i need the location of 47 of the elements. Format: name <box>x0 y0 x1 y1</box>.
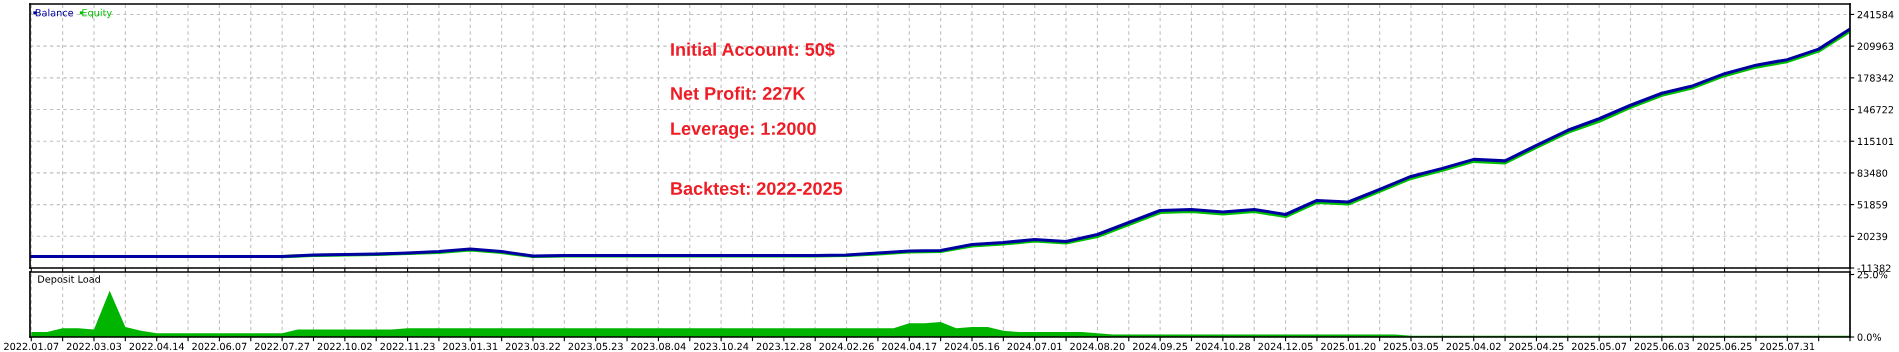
y-tick-label: 178342 <box>1858 74 1894 82</box>
x-tick-label: 2022.07.27 <box>255 342 310 351</box>
x-tick-label: 2025.04.25 <box>1509 342 1564 351</box>
x-tick-label: 2025.07.31 <box>1760 342 1815 351</box>
y-tick-label: 20239 <box>1857 232 1888 241</box>
x-tick-label: 2022.03.03 <box>66 342 122 351</box>
x-tick-label: 2023.12.28 <box>756 342 812 351</box>
x-tick-label: 2024.02.26 <box>819 342 874 351</box>
annotation: Leverage: 1:2000 <box>671 122 816 139</box>
y-tick-label: 146722 <box>1858 106 1894 114</box>
chart-title: Deposit Load <box>38 275 100 285</box>
x-tick-label: 2022.01.07 <box>4 342 59 351</box>
y-tick-label: 115101 <box>1858 137 1894 146</box>
x-tick-label: 2024.07.01 <box>1007 342 1062 351</box>
y-tick-label: 83480 <box>1857 169 1888 177</box>
x-tick-label: 2025.03.05 <box>1383 342 1438 351</box>
x-tick-label: 2023.08.04 <box>631 342 686 351</box>
x-tick-label: 2024.05.16 <box>944 342 1000 351</box>
annotation: Net Profit: 227K <box>671 86 806 100</box>
x-tick-label: 2025.06.03 <box>1634 342 1689 351</box>
x-tick-label: 2024.04.17 <box>882 342 937 351</box>
y-tick-label: -11382 <box>1857 264 1891 272</box>
annotation: Backtest: 2022-2025 <box>671 181 843 195</box>
y-tick-label: 25.0% <box>1857 270 1888 279</box>
x-tick-label: 2024.08.20 <box>1070 342 1125 351</box>
x-tick-label: 2023.03.22 <box>505 342 560 351</box>
x-tick-label: 2025.04.02 <box>1446 342 1501 351</box>
x-tick-label: 2024.09.25 <box>1133 342 1188 351</box>
legend-label: Balance <box>35 8 74 17</box>
x-tick-label: 2022.10.02 <box>317 342 372 351</box>
y-tick-label: 51859 <box>1857 201 1888 209</box>
y-tick-label: 209963 <box>1857 42 1894 50</box>
x-tick-label: 2024.12.05 <box>1258 342 1313 351</box>
legend-label: Equity <box>82 8 112 19</box>
x-tick-label: 2022.06.07 <box>192 342 247 351</box>
x-tick-label: 2025.01.20 <box>1321 342 1376 351</box>
annotation: Initial Account: 50$ <box>671 42 835 58</box>
x-tick-label: 2022.04.14 <box>129 342 184 351</box>
x-tick-label: 2025.05.07 <box>1572 342 1627 351</box>
y-tick-label: 0.0% <box>1857 333 1882 341</box>
x-tick-label: 2025.06.25 <box>1697 342 1752 351</box>
x-tick-label: 2023.01.31 <box>443 342 498 351</box>
x-tick-label: 2023.05.23 <box>568 342 623 351</box>
x-tick-label: 2022.11.23 <box>380 342 435 351</box>
x-tick-label: 2023.10.24 <box>694 342 749 351</box>
y-tick-label: 241584 <box>1857 10 1894 19</box>
x-tick-label: 2024.10.28 <box>1195 342 1251 351</box>
